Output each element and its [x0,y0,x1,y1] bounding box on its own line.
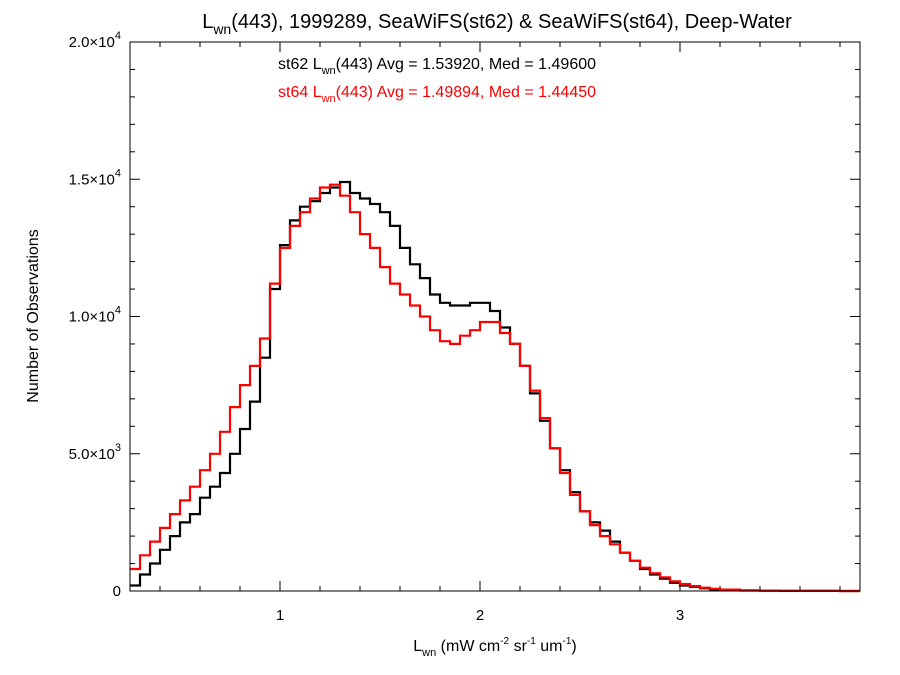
plot-frame [129,41,861,592]
y-tick-label: 5.0×103 [69,442,121,463]
series-layer [130,180,860,593]
chart-title: Lwn(443), 1999289, SeaWiFS(st62) & SeaWi… [202,11,792,37]
y-axis-label: Number of Observations [25,229,42,402]
y-tick-label: 1.5×104 [69,167,121,188]
axis-ticks: 1 2 3 0 5.0×103 1.0×104 1.5×104 2.0×104 [69,30,860,624]
x-axis-label: Lwn (mW cm-2 sr-1 um-1) [413,636,576,659]
x-tick-label: 2 [476,607,484,624]
y-tick-label: 2.0×104 [69,30,121,51]
annotation-st62: st62 Lwn(443) Avg = 1.53920, Med = 1.496… [278,56,596,77]
series-line-st64 [130,183,860,593]
annotation-st64: st64 Lwn(443) Avg = 1.49894, Med = 1.444… [278,84,596,105]
y-tick-label: 0 [113,583,121,600]
x-tick-label: 1 [276,607,284,624]
x-tick-label: 3 [676,607,684,624]
y-tick-label: 1.0×104 [69,305,121,326]
